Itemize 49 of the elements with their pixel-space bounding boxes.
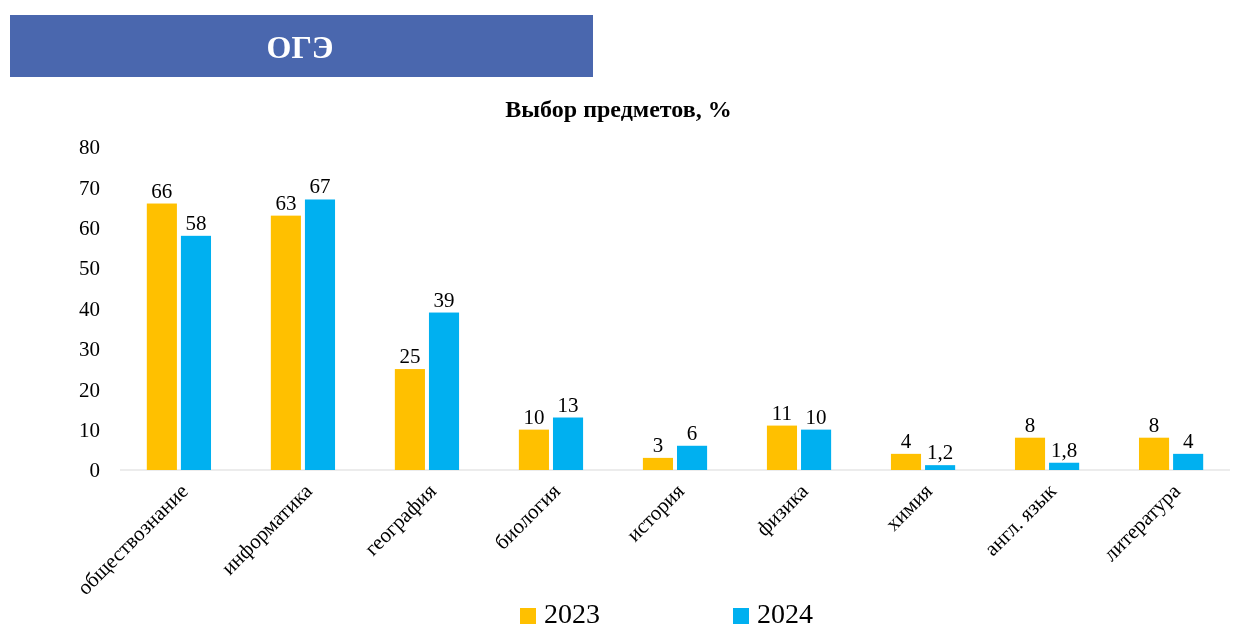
data-label: 1,8 bbox=[1051, 437, 1078, 462]
y-tick-label: 0 bbox=[89, 458, 100, 483]
y-tick-label: 10 bbox=[79, 417, 100, 442]
bar bbox=[890, 453, 922, 470]
data-label: 4 bbox=[900, 428, 912, 453]
data-label: 25 bbox=[399, 344, 421, 369]
bar bbox=[925, 465, 956, 470]
data-label: 58 bbox=[185, 210, 207, 235]
data-label: 11 bbox=[771, 400, 793, 425]
data-label: 13 bbox=[557, 392, 579, 417]
bar bbox=[1049, 462, 1080, 470]
bar bbox=[766, 425, 798, 470]
y-tick-label: 30 bbox=[79, 337, 100, 362]
bar bbox=[270, 215, 301, 470]
bar bbox=[677, 445, 708, 470]
bar bbox=[801, 429, 832, 470]
data-label: 8 bbox=[1148, 412, 1160, 437]
bar bbox=[146, 203, 177, 470]
y-tick-label: 70 bbox=[79, 175, 100, 200]
bar bbox=[1173, 453, 1204, 470]
bar bbox=[1014, 437, 1046, 470]
data-label: 67 bbox=[309, 174, 331, 199]
data-label: 10 bbox=[523, 404, 545, 429]
data-label: 10 bbox=[805, 404, 827, 429]
bar bbox=[428, 312, 460, 470]
bar bbox=[394, 369, 425, 470]
legend-label: 2024 bbox=[757, 598, 813, 629]
bar bbox=[518, 429, 549, 470]
y-tick-label: 50 bbox=[79, 256, 100, 281]
data-label: 3 bbox=[652, 432, 664, 457]
data-label: 4 bbox=[1182, 428, 1194, 453]
chart-title: Выбор предметов, % bbox=[505, 96, 732, 122]
data-label: 39 bbox=[433, 287, 455, 312]
bar bbox=[1138, 437, 1170, 470]
y-tick-label: 20 bbox=[79, 377, 100, 402]
data-label: 1,2 bbox=[926, 440, 954, 465]
data-label: 6 bbox=[686, 420, 698, 445]
data-label: 66 bbox=[151, 178, 173, 203]
y-tick-label: 80 bbox=[79, 135, 100, 160]
bar bbox=[552, 417, 584, 470]
data-label: 63 bbox=[275, 190, 297, 215]
data-label: 8 bbox=[1024, 412, 1036, 437]
legend-label: 2023 bbox=[544, 598, 600, 629]
bar bbox=[304, 199, 336, 470]
y-tick-label: 40 bbox=[79, 296, 100, 321]
bar bbox=[642, 457, 673, 470]
y-tick-label: 60 bbox=[79, 216, 100, 241]
bar bbox=[180, 235, 212, 470]
text: ОГЭ bbox=[266, 29, 334, 65]
